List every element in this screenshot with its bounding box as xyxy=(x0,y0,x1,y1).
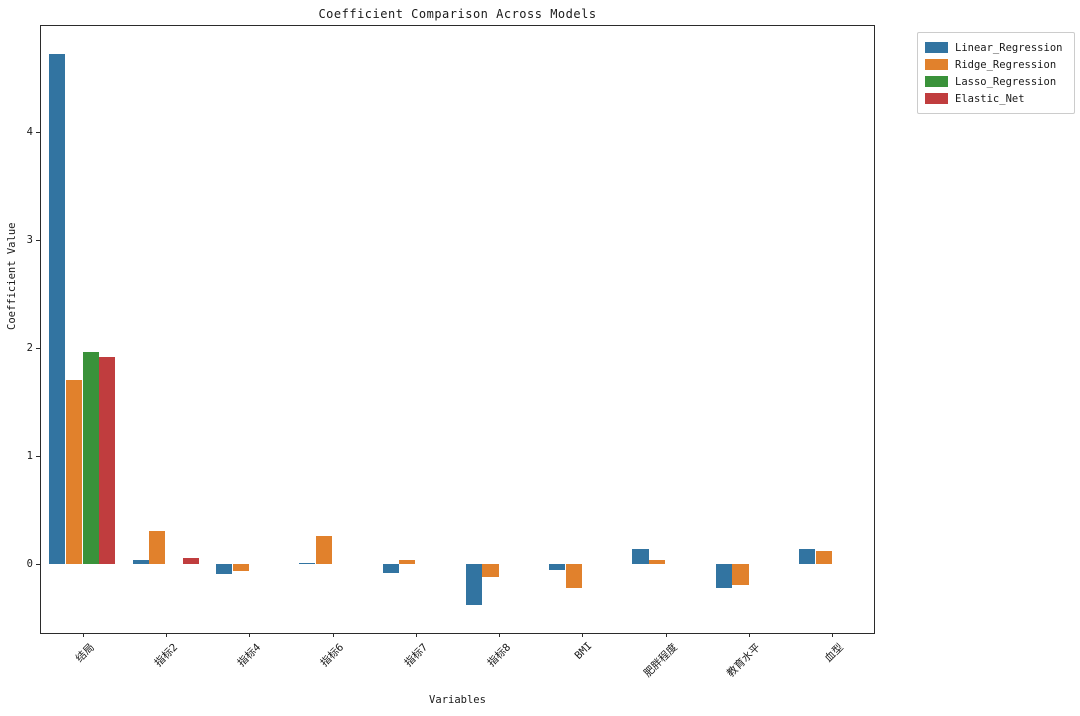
legend-color-swatch xyxy=(925,93,948,104)
bar-linear_regression-1 xyxy=(49,54,66,564)
x-tick-mark xyxy=(165,633,167,637)
x-tick-mark xyxy=(249,633,251,637)
y-tick-mark xyxy=(36,455,40,457)
bar-ridge_regression-10 xyxy=(815,550,832,564)
bar-ridge_regression-2 xyxy=(149,531,166,564)
bar-linear_regression-2 xyxy=(132,559,149,564)
x-tick-mark xyxy=(749,633,751,637)
y-tick-label: 3 xyxy=(26,233,33,246)
bar-linear_regression-10 xyxy=(799,548,816,564)
x-tick-label-text: 指标4 xyxy=(235,641,264,670)
x-tick-label-text: 指标7 xyxy=(401,641,430,670)
legend-item-linear_regression: Linear_Regression xyxy=(925,39,1066,56)
legend-item-ridge_regression: Ridge_Regression xyxy=(925,56,1066,73)
x-axis-label: Variables xyxy=(429,694,486,706)
x-tick-label-text: 结局 xyxy=(73,641,97,665)
bar-linear_regression-6 xyxy=(465,563,482,605)
legend-color-swatch xyxy=(925,76,948,87)
legend-item-lasso_regression: Lasso_Regression xyxy=(925,73,1066,90)
y-tick-mark xyxy=(36,131,40,133)
bar-ridge_regression-8 xyxy=(649,559,666,564)
bar-lasso_regression-1 xyxy=(82,352,99,564)
y-tick-label: 0 xyxy=(26,557,33,570)
x-tick-mark xyxy=(582,633,584,637)
bar-elastic_net-1 xyxy=(99,356,116,564)
bar-linear_regression-7 xyxy=(549,563,566,571)
bar-ridge_regression-9 xyxy=(732,563,749,586)
bar-linear_regression-5 xyxy=(382,563,399,573)
y-tick-mark xyxy=(36,347,40,349)
y-tick-label: 2 xyxy=(26,341,33,354)
bar-ridge_regression-7 xyxy=(565,563,582,588)
legend-label: Lasso_Regression xyxy=(955,75,1057,88)
plot-area: 0 1 2 3 4 结局 指标2 指标4 指标6 指标7 指标8 BMI 肥胖程度 教育水平 血型 xyxy=(27,25,875,680)
legend-label: Ridge_Regression xyxy=(955,58,1057,71)
x-tick-label-text: 指标2 xyxy=(152,641,180,670)
legend-label: Elastic_Net xyxy=(955,92,1025,105)
bar-linear_regression-4 xyxy=(299,562,316,565)
legend: Linear_Regression Ridge_Regression Lasso_R… xyxy=(917,32,1075,114)
bar-linear_regression-3 xyxy=(215,563,233,574)
x-tick-label-text: 肥胖程度 xyxy=(641,641,680,680)
bar-ridge_regression-3 xyxy=(232,563,249,572)
bar-linear_regression-9 xyxy=(715,563,732,588)
bar-ridge_regression-5 xyxy=(399,559,416,564)
x-tick-mark xyxy=(415,633,417,637)
legend-color-swatch xyxy=(925,59,948,70)
legend-color-swatch xyxy=(925,42,948,53)
x-tick-mark xyxy=(82,633,84,637)
y-tick-label: 4 xyxy=(26,125,33,138)
bar-linear_regression-8 xyxy=(632,548,649,564)
chart-title: Coefficient Comparison Across Models xyxy=(318,7,597,21)
x-tick-mark xyxy=(332,633,334,637)
x-tick-label-text: 指标6 xyxy=(318,641,347,670)
legend-item-elastic_net: Elastic_Net xyxy=(925,90,1066,107)
bar-ridge_regression-6 xyxy=(482,563,499,577)
x-tick-label-text: 血型 xyxy=(822,641,847,665)
legend-label: Linear_Regression xyxy=(955,41,1063,54)
x-tick-label-text: BMI xyxy=(573,640,595,662)
x-tick-mark xyxy=(499,633,501,637)
x-tick-mark xyxy=(832,633,834,637)
bar-elastic_net-2 xyxy=(182,558,199,564)
x-tick-label-text: 教育水平 xyxy=(724,641,763,680)
x-tick-mark xyxy=(665,633,667,637)
bar-ridge_regression-1 xyxy=(65,380,83,564)
y-tick-label: 1 xyxy=(26,449,33,462)
bar-ridge_regression-4 xyxy=(315,535,333,564)
x-tick-label-text: 指标8 xyxy=(485,641,514,670)
y-tick-mark xyxy=(36,563,40,565)
y-tick-mark xyxy=(36,239,40,241)
